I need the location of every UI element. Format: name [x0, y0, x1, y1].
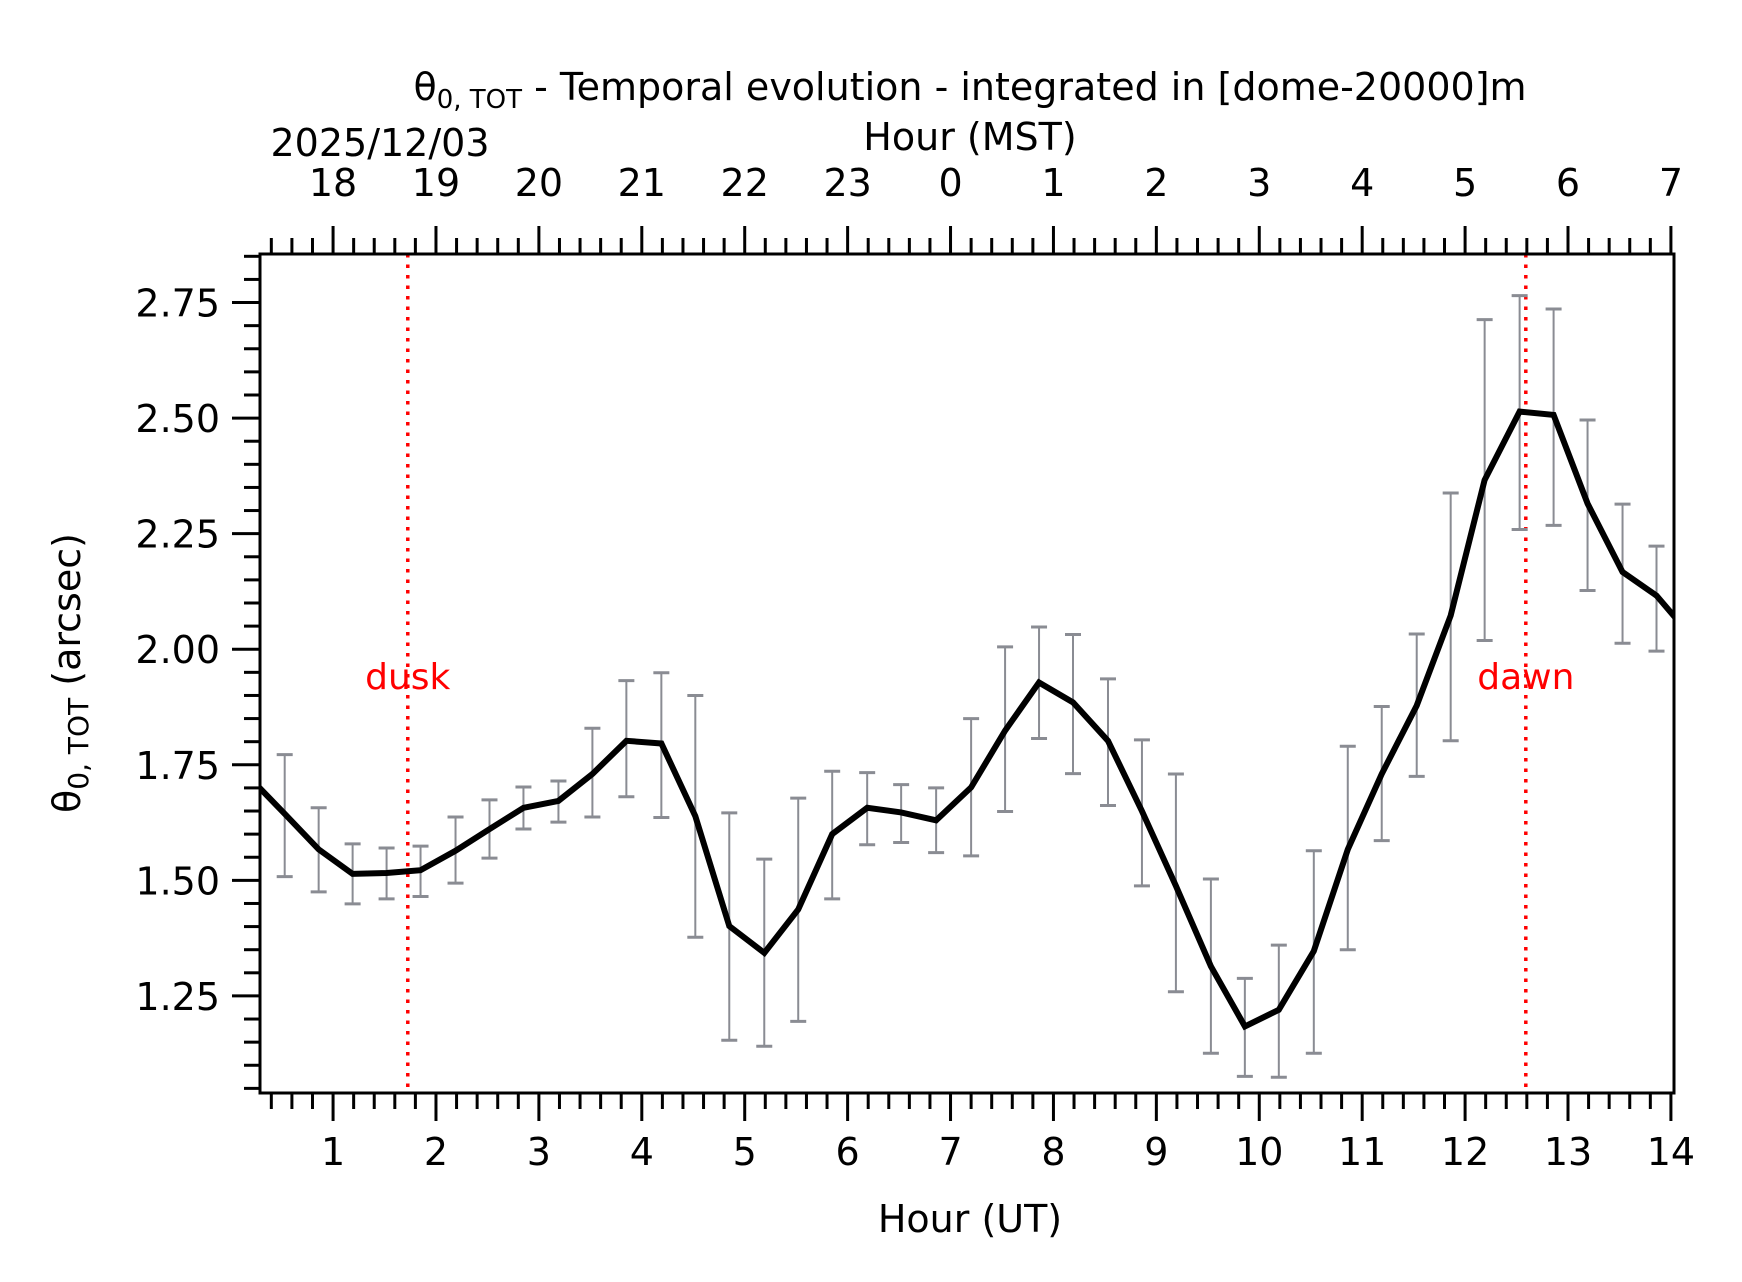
series [260, 408, 1674, 1031]
x-tick-label: 4 [630, 1130, 654, 1174]
y-tick-label: 1.25 [135, 975, 220, 1019]
dusk-label: dusk [365, 657, 450, 698]
x-tick-label: 6 [836, 1130, 860, 1174]
x-tick-label: 14 [1647, 1130, 1695, 1174]
date-label: 2025/12/03 [270, 121, 489, 165]
x-tick-label: 11 [1338, 1130, 1386, 1174]
x2-tick-label: 18 [309, 161, 357, 205]
ylabel-rest: (arcsec) [45, 533, 89, 698]
x2-tick-label: 3 [1247, 161, 1271, 205]
title-subscript: 0, TOT [437, 85, 522, 115]
x2-tick-label: 21 [618, 161, 666, 205]
x-axis-ticks: 1 2 3 4 5 6 7 8 9 10 11 12 13 14 [269, 1093, 1695, 1174]
y-axis-label: θ0, TOT (arcsec) [45, 533, 95, 813]
x-tick-label: 8 [1041, 1130, 1065, 1174]
x2-tick-label: 20 [515, 161, 563, 205]
x-tick-label: 10 [1235, 1130, 1283, 1174]
series-line [260, 408, 1674, 1031]
ylabel-symbol: θ [45, 790, 89, 813]
y-tick-label: 2.25 [135, 513, 220, 557]
x2-axis-label: Hour (MST) [863, 115, 1076, 159]
annotations: dusk dawn [365, 254, 1574, 1093]
title-rest: - Temporal evolution - integrated in [do… [522, 65, 1527, 109]
chart-title-text: θ0, TOT - Temporal evolution - integrate… [413, 65, 1526, 115]
x-tick-label: 1 [321, 1130, 345, 1174]
y-tick-label: 2.50 [135, 397, 220, 441]
chart-title: θ0, TOT - Temporal evolution - integrate… [413, 65, 1526, 115]
x2-tick-label: 5 [1453, 161, 1477, 205]
x-tick-label: 5 [733, 1130, 757, 1174]
x2-tick-label: 22 [721, 161, 769, 205]
title-symbol: θ [413, 65, 436, 109]
x-tick-label: 7 [938, 1130, 962, 1174]
errorbars [276, 294, 1665, 1079]
x2-tick-label: 0 [938, 161, 962, 205]
x2-tick-label: 7 [1659, 161, 1683, 205]
x2-tick-label: 19 [412, 161, 460, 205]
x2-tick-label: 1 [1041, 161, 1065, 205]
x2-tick-label: 6 [1556, 161, 1580, 205]
plot-frame [258, 252, 1676, 1095]
dawn-label: dawn [1477, 657, 1574, 698]
x-tick-label: 13 [1544, 1130, 1592, 1174]
y-axis-ticks: 1.25 1.50 1.75 2.00 2.25 2.50 2.75 [135, 254, 260, 1090]
x2-axis-ticks: 18 19 20 21 22 23 0 1 2 3 4 5 6 7 [269, 161, 1683, 254]
y-tick-label: 1.50 [135, 859, 220, 903]
y-tick-label: 1.75 [135, 744, 220, 788]
x-axis-label: Hour (UT) [878, 1197, 1062, 1241]
x2-tick-label: 23 [823, 161, 871, 205]
x-tick-label: 2 [424, 1130, 448, 1174]
y-tick-label: 2.00 [135, 628, 220, 672]
x-tick-label: 12 [1441, 1130, 1489, 1174]
x-tick-label: 9 [1144, 1130, 1168, 1174]
x2-tick-label: 4 [1350, 161, 1374, 205]
ylabel-subscript: 0, TOT [62, 697, 95, 790]
x-tick-label: 3 [527, 1130, 551, 1174]
x2-tick-label: 2 [1144, 161, 1168, 205]
y-tick-label: 2.75 [135, 282, 220, 326]
